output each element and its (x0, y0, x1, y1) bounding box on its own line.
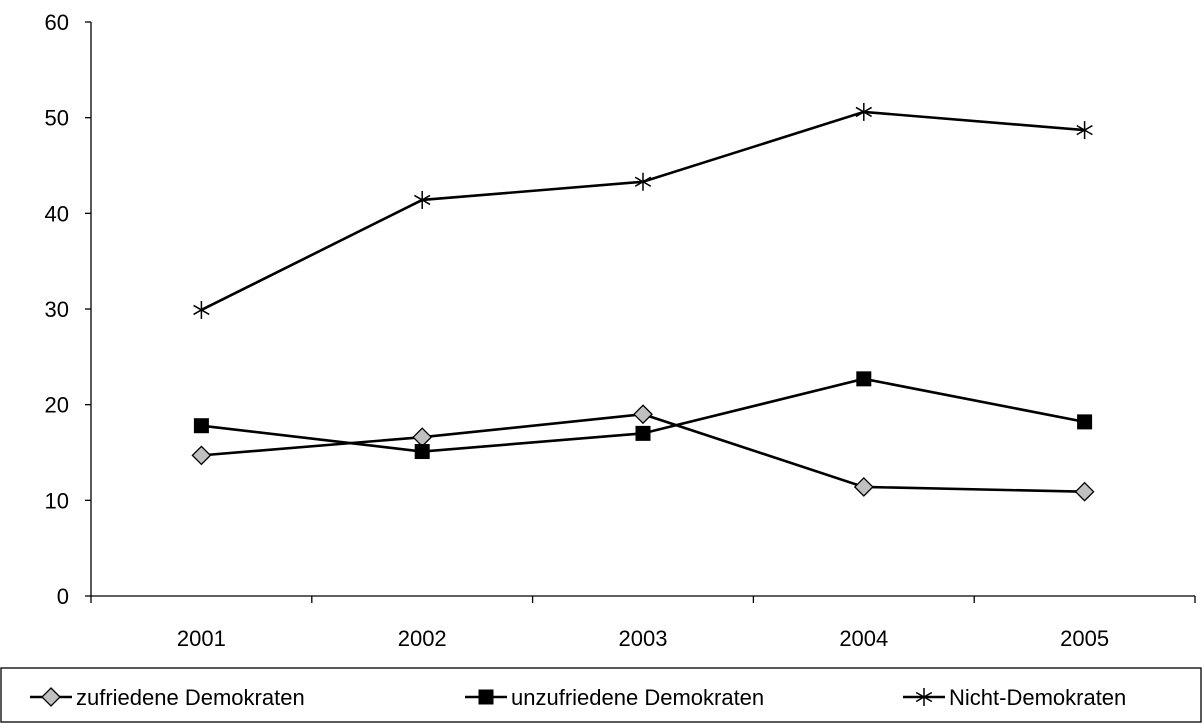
asterisk-stroke (413, 194, 431, 206)
data-point-series-3 (855, 102, 873, 121)
legend-label: zufriedene Demokraten (76, 685, 305, 710)
x-tick-label: 2001 (177, 626, 226, 651)
asterisk-stroke (193, 304, 210, 316)
legend-marker (478, 689, 494, 705)
data-point-series-2 (414, 444, 430, 460)
x-tick-label: 2005 (1060, 626, 1109, 651)
asterisk-stroke (855, 106, 873, 118)
y-tick-label: 10 (45, 488, 69, 513)
data-point-series-1 (633, 404, 653, 425)
legend-marker (41, 687, 61, 707)
y-tick-label: 40 (45, 201, 69, 226)
y-tick-label: 60 (45, 10, 69, 35)
data-point-series-3 (413, 190, 431, 209)
series-layer (191, 102, 1095, 502)
data-point-series-1 (853, 477, 874, 497)
x-tick-label: 2004 (839, 626, 888, 651)
data-point-series-1 (412, 427, 433, 448)
legend-label: unzufriedene Demokraten (511, 685, 764, 710)
data-point-series-2 (1077, 414, 1093, 430)
data-point-series-3 (193, 300, 210, 319)
data-point-series-3 (1076, 121, 1093, 140)
chart-axes: 0 10 20 30 40 50 60 2001 2002 2003 2004 2005 (45, 10, 1196, 651)
data-point-series-3 (634, 172, 652, 191)
y-tick-label: 30 (45, 297, 69, 322)
y-tick-label: 50 (45, 106, 69, 131)
data-point-series-2 (856, 371, 872, 387)
legend-box (0, 667, 1202, 723)
asterisk-stroke (915, 691, 933, 703)
legend: zufriedene Demokraten unzufriedene Demokr… (0, 667, 1202, 723)
x-tick-label: 2003 (619, 626, 668, 651)
legend-label: Nicht-Demokraten (949, 685, 1126, 710)
asterisk-stroke (634, 176, 652, 187)
legend-marker (915, 688, 933, 706)
data-point-series-2 (635, 425, 651, 441)
data-point-series-1 (191, 445, 212, 466)
asterisk-stroke (1076, 124, 1093, 136)
series-line-1 (201, 412, 1085, 494)
data-point-series-1 (1074, 481, 1095, 502)
series-line-3 (200, 110, 1085, 312)
y-tick-label: 0 (57, 584, 69, 609)
x-tick-label: 2002 (398, 626, 447, 651)
data-point-series-2 (193, 418, 209, 434)
y-tick-label: 20 (45, 393, 69, 418)
